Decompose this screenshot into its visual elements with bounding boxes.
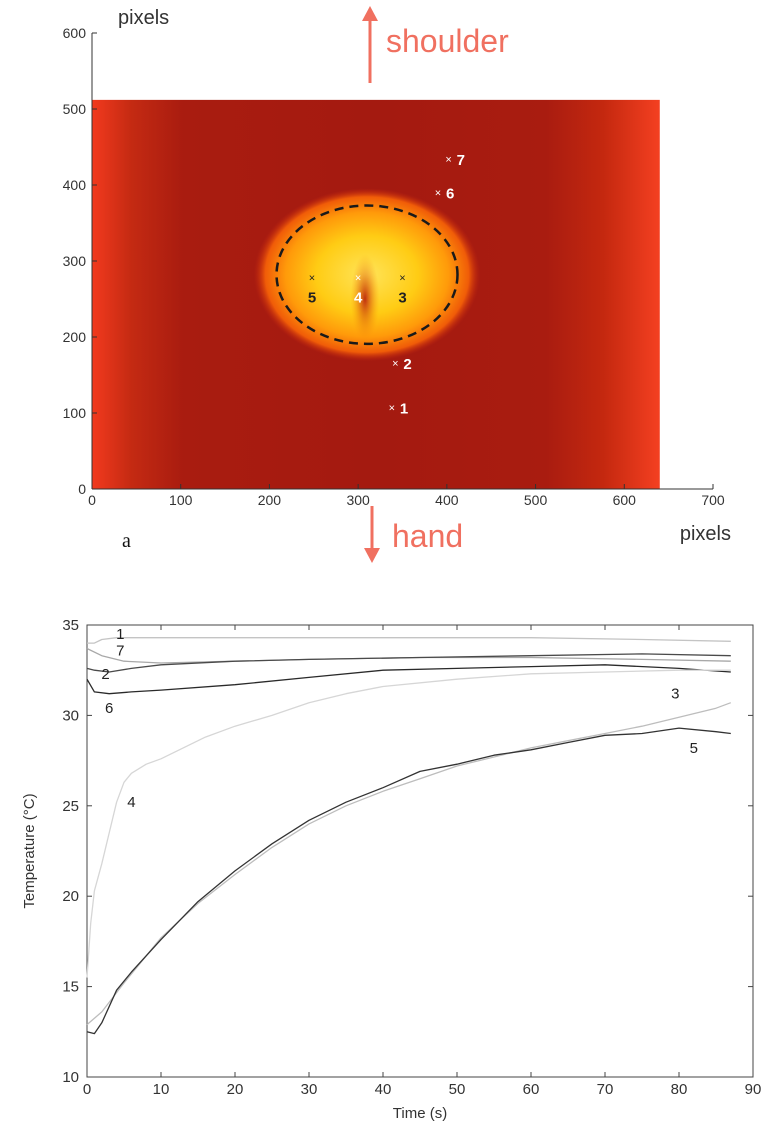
heatmap-y-tick-label: 100 [63, 405, 87, 421]
shoulder-annotation: shoulder [386, 23, 509, 59]
point-label: 4 [354, 290, 363, 307]
series-label: 6 [105, 700, 113, 717]
series-line-1 [87, 637, 731, 644]
heatmap-x-tick-label: 700 [701, 492, 725, 508]
line-y-tick-label: 10 [62, 1069, 79, 1086]
series-label: 4 [127, 794, 135, 811]
panel-label: a [122, 530, 131, 552]
line-x-tick-label: 10 [153, 1081, 170, 1098]
line-x-tick-label: 50 [449, 1081, 466, 1098]
heatmap-y-tick-label: 400 [63, 177, 87, 193]
series-label: 7 [116, 642, 124, 659]
heatmap-x-tick-label: 500 [524, 492, 548, 508]
series-line-3 [86, 702, 732, 1026]
point-label: 2 [403, 356, 411, 373]
series-label: 2 [101, 666, 109, 683]
point-label: 7 [457, 152, 465, 169]
point-marker: × [309, 273, 315, 285]
line-x-tick-label: 30 [301, 1081, 318, 1098]
line-x-tick-label: 60 [523, 1081, 540, 1098]
heatmap-x-label: pixels [680, 523, 731, 545]
heatmap-x-tick-label: 600 [613, 492, 637, 508]
point-marker: × [389, 403, 395, 415]
line-y-tick-label: 35 [62, 617, 79, 634]
line-x-tick-label: 20 [227, 1081, 244, 1098]
point-marker: × [355, 273, 361, 285]
series-line-7 [86, 647, 731, 664]
series-line-2 [86, 653, 731, 673]
line-y-tick-label: 20 [62, 888, 79, 905]
measurement-points: × 1 × 2 × 3 × 4 × 5 × 6 × 7 [308, 152, 465, 418]
line-y-tick-label: 25 [62, 798, 79, 815]
heatmap-axes: 0 100 200 300 400 500 600 700 0 100 200 300 400 500 60… [63, 25, 725, 508]
hot-spot-outline [275, 204, 459, 346]
heatmap-x-tick-label: 200 [258, 492, 282, 508]
heatmap-y-tick-label: 200 [63, 329, 87, 345]
point-marker: × [399, 273, 405, 285]
point-marker: × [392, 358, 398, 370]
hand-annotation: hand [392, 518, 463, 554]
point-label: 3 [398, 290, 406, 307]
heatmap-center-dip [350, 253, 380, 344]
line-x-tick-label: 90 [745, 1081, 762, 1098]
series-label: 1 [116, 626, 124, 643]
heatmap-y-tick-label: 600 [63, 25, 87, 41]
point-marker: × [435, 188, 441, 200]
temperature-series [86, 637, 732, 1035]
line-x-tick-label: 40 [375, 1081, 392, 1098]
line-x-tick-label: 70 [597, 1081, 614, 1098]
point-marker: × [445, 154, 451, 166]
series-labels: 172 6 4 3 5 [101, 626, 698, 811]
line-y-tick-label: 15 [62, 979, 79, 996]
heatmap-y-tick-label: 500 [63, 101, 87, 117]
line-x-label: Time (s) [393, 1105, 447, 1122]
point-label: 5 [308, 290, 316, 307]
line-y-tick-label: 30 [62, 707, 79, 724]
series-line-5 [86, 727, 731, 1035]
hand-arrow [364, 506, 380, 563]
line-y-label: Temperature (°C) [21, 793, 38, 908]
heatmap-y-tick-label: 0 [78, 481, 86, 497]
heatmap-y-tick-label: 300 [63, 253, 87, 269]
heatmap-y-label: pixels [118, 7, 169, 29]
line-x-tick-label: 80 [671, 1081, 688, 1098]
point-label: 6 [446, 186, 454, 203]
series-line-6 [86, 664, 731, 695]
line-x-tick-label: 0 [83, 1081, 91, 1098]
thermal-heatmap: 0 100 200 300 400 500 600 700 0 100 200 300 400 500 60… [63, 6, 731, 563]
heatmap-x-tick-label: 100 [169, 492, 193, 508]
plot-frame [86, 624, 754, 1078]
series-label: 5 [690, 740, 698, 757]
series-line-4 [86, 669, 731, 978]
shoulder-arrow [362, 6, 378, 83]
heatmap-x-tick-label: 400 [435, 492, 459, 508]
heatmap-x-tick-label: 300 [346, 492, 370, 508]
heatmap-x-tick-label: 0 [88, 492, 96, 508]
series-label: 3 [671, 686, 679, 703]
point-label: 1 [400, 401, 408, 418]
